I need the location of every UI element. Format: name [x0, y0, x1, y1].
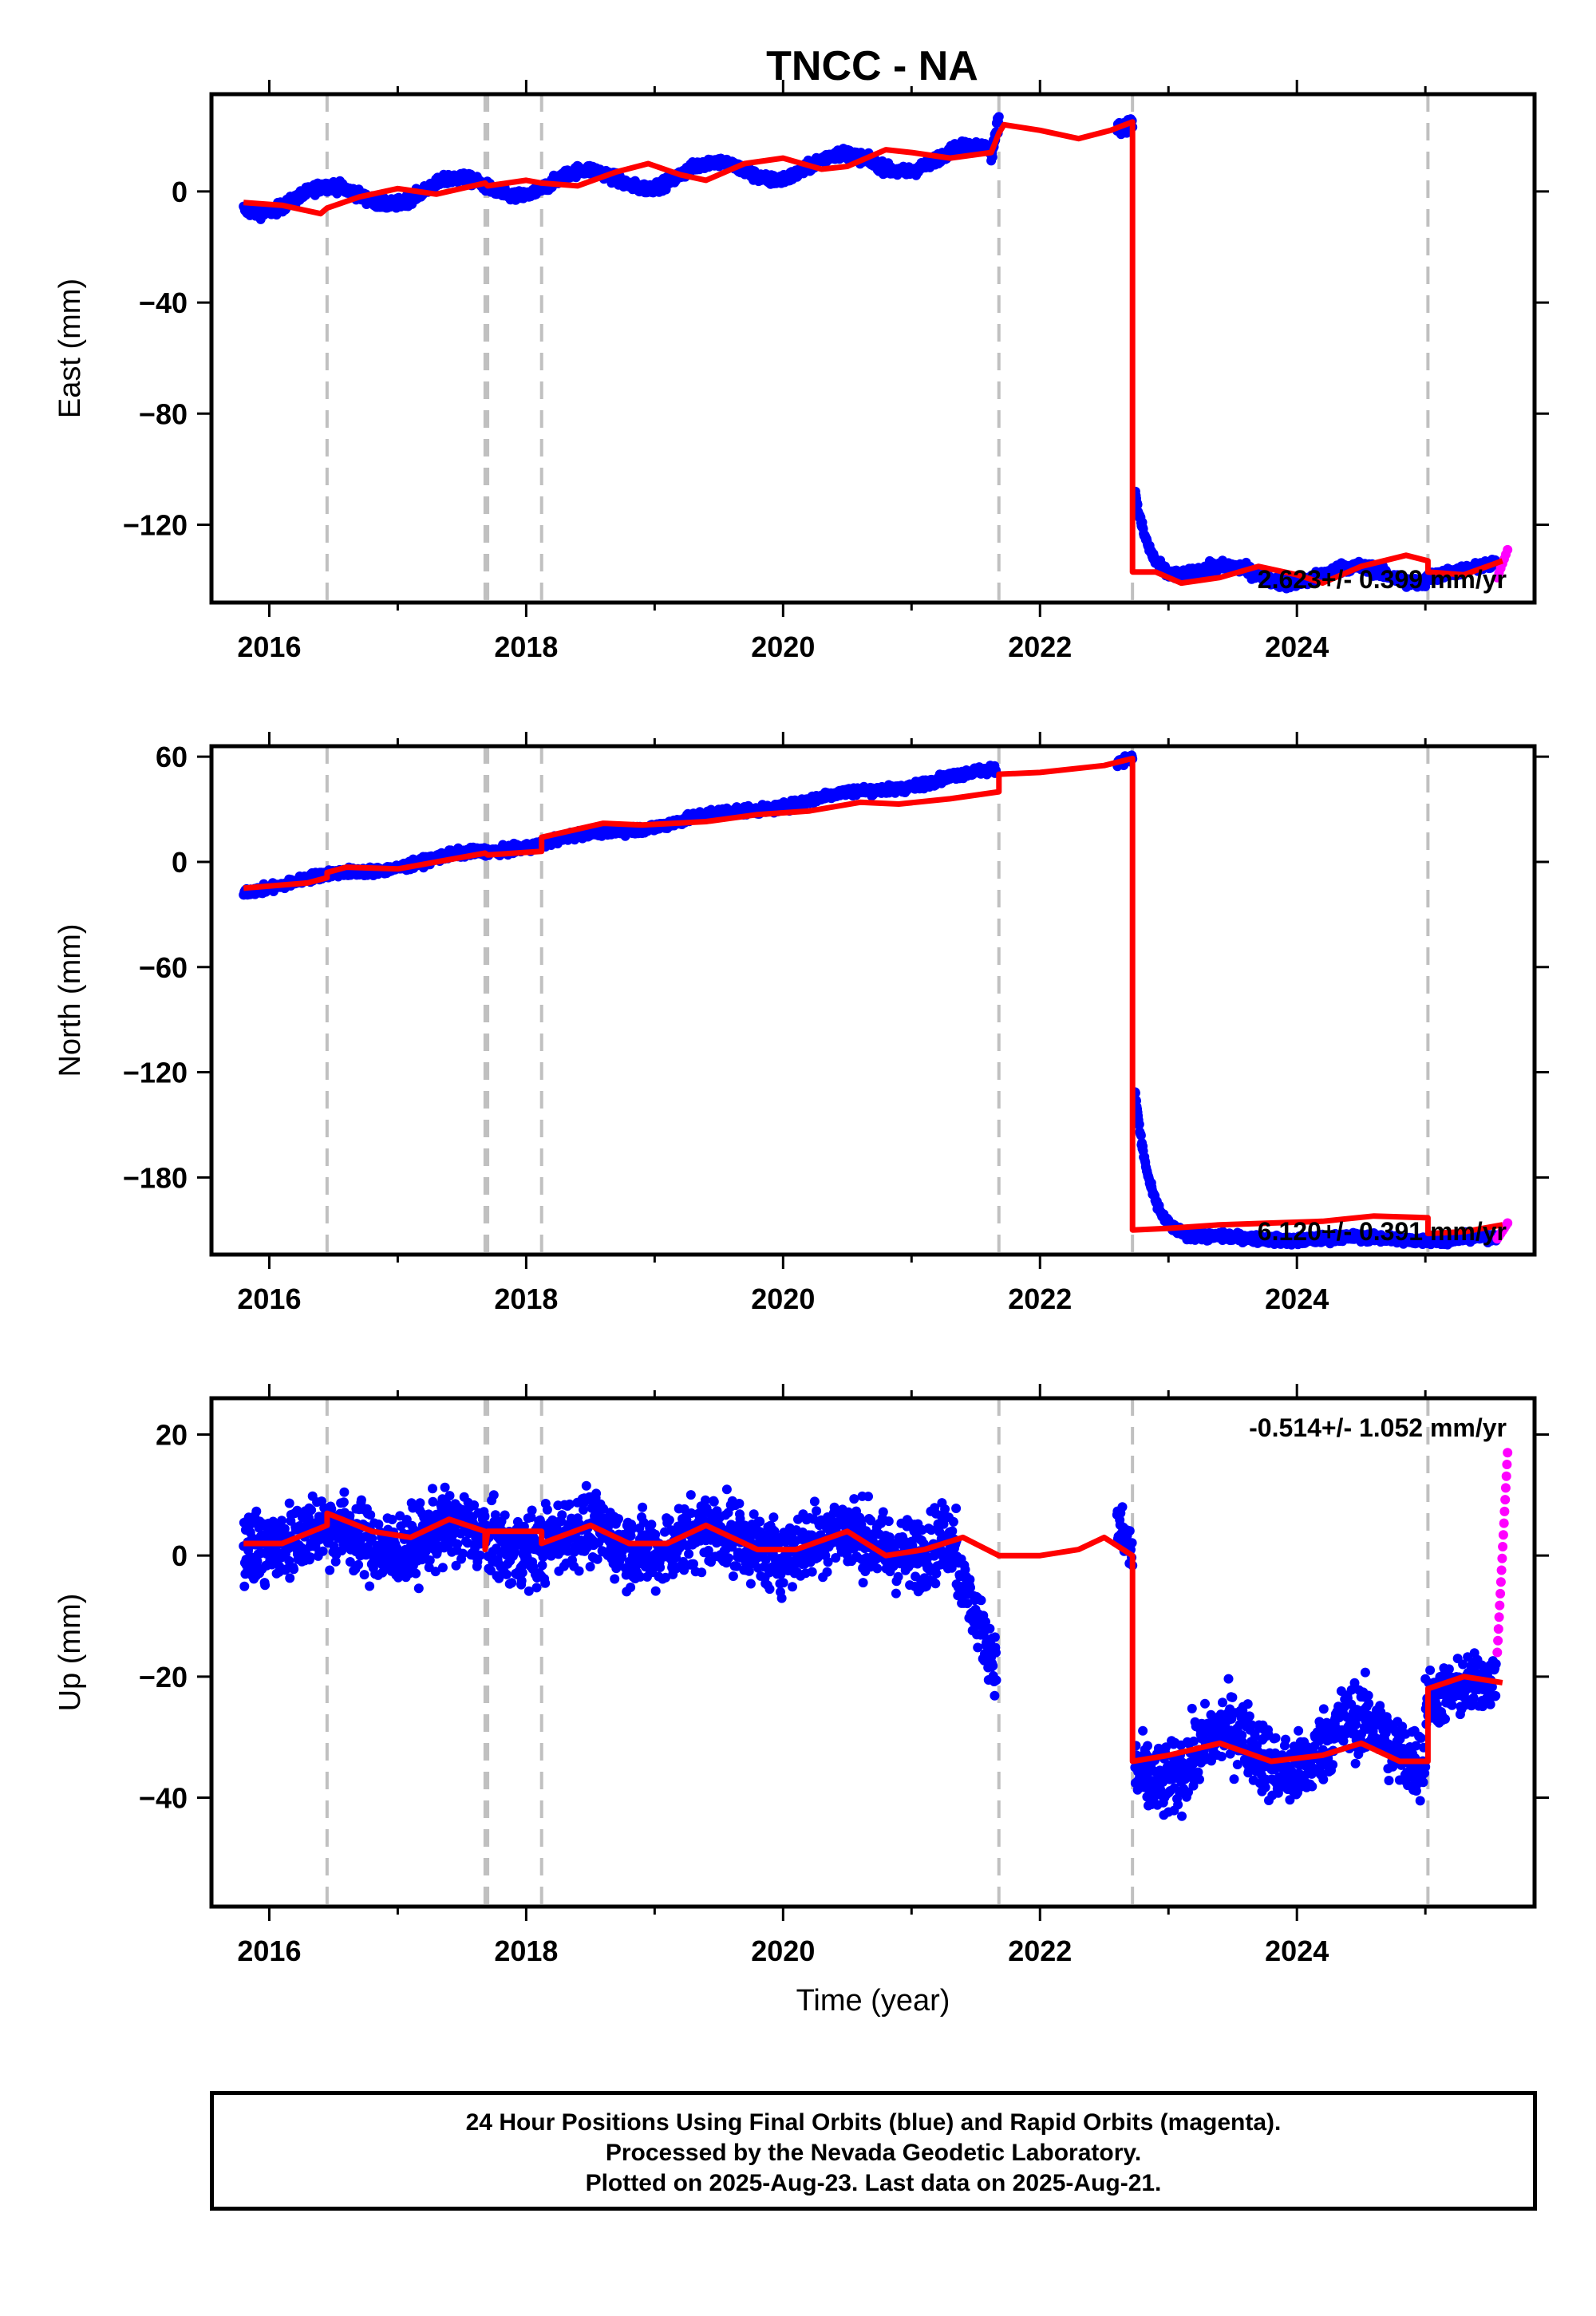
plot-area-north [239, 746, 1513, 1255]
plot-area-east [239, 94, 1513, 603]
final-point [994, 112, 1004, 122]
final-orbit-points [239, 750, 1501, 1250]
chart-title: TNCC - NA [766, 43, 978, 89]
rapid-point [1503, 544, 1513, 555]
x-tick-label: 2020 [751, 630, 815, 663]
x-axis-east: 2016 2018 2020 2022 2024 [237, 80, 1427, 663]
y-axis-label: East (mm) [53, 279, 87, 418]
x-tick-label: 2016 [237, 630, 301, 663]
panel-east: 2016 2018 2020 2022 2024 0 −40 −80 −120 East (mm)… [53, 80, 1549, 663]
x-tick-label: 2022 [1008, 630, 1072, 663]
velocity-rate-label: 2.623+/- 0.399 mm/yr [1258, 565, 1507, 594]
y-tick-label: −120 [123, 509, 188, 542]
panel-north: 2016 2018 2020 2022 2024600−60−120−180North … [53, 732, 1549, 1315]
model-fit-line [243, 119, 1503, 587]
y-axis-east: 0 −40 −80 −120 [123, 176, 1549, 542]
final-point [1134, 1119, 1144, 1129]
y-tick-label: −80 [139, 397, 188, 430]
final-orbit-points [239, 112, 1501, 594]
final-point [1420, 581, 1431, 591]
y-tick-label: 0 [172, 176, 188, 208]
x-tick-label: 2024 [1265, 630, 1329, 663]
x-tick-label: 2018 [494, 630, 558, 663]
final-point [1136, 1130, 1146, 1140]
plot-frame [209, 92, 1537, 605]
y-tick-label: −40 [139, 287, 188, 319]
